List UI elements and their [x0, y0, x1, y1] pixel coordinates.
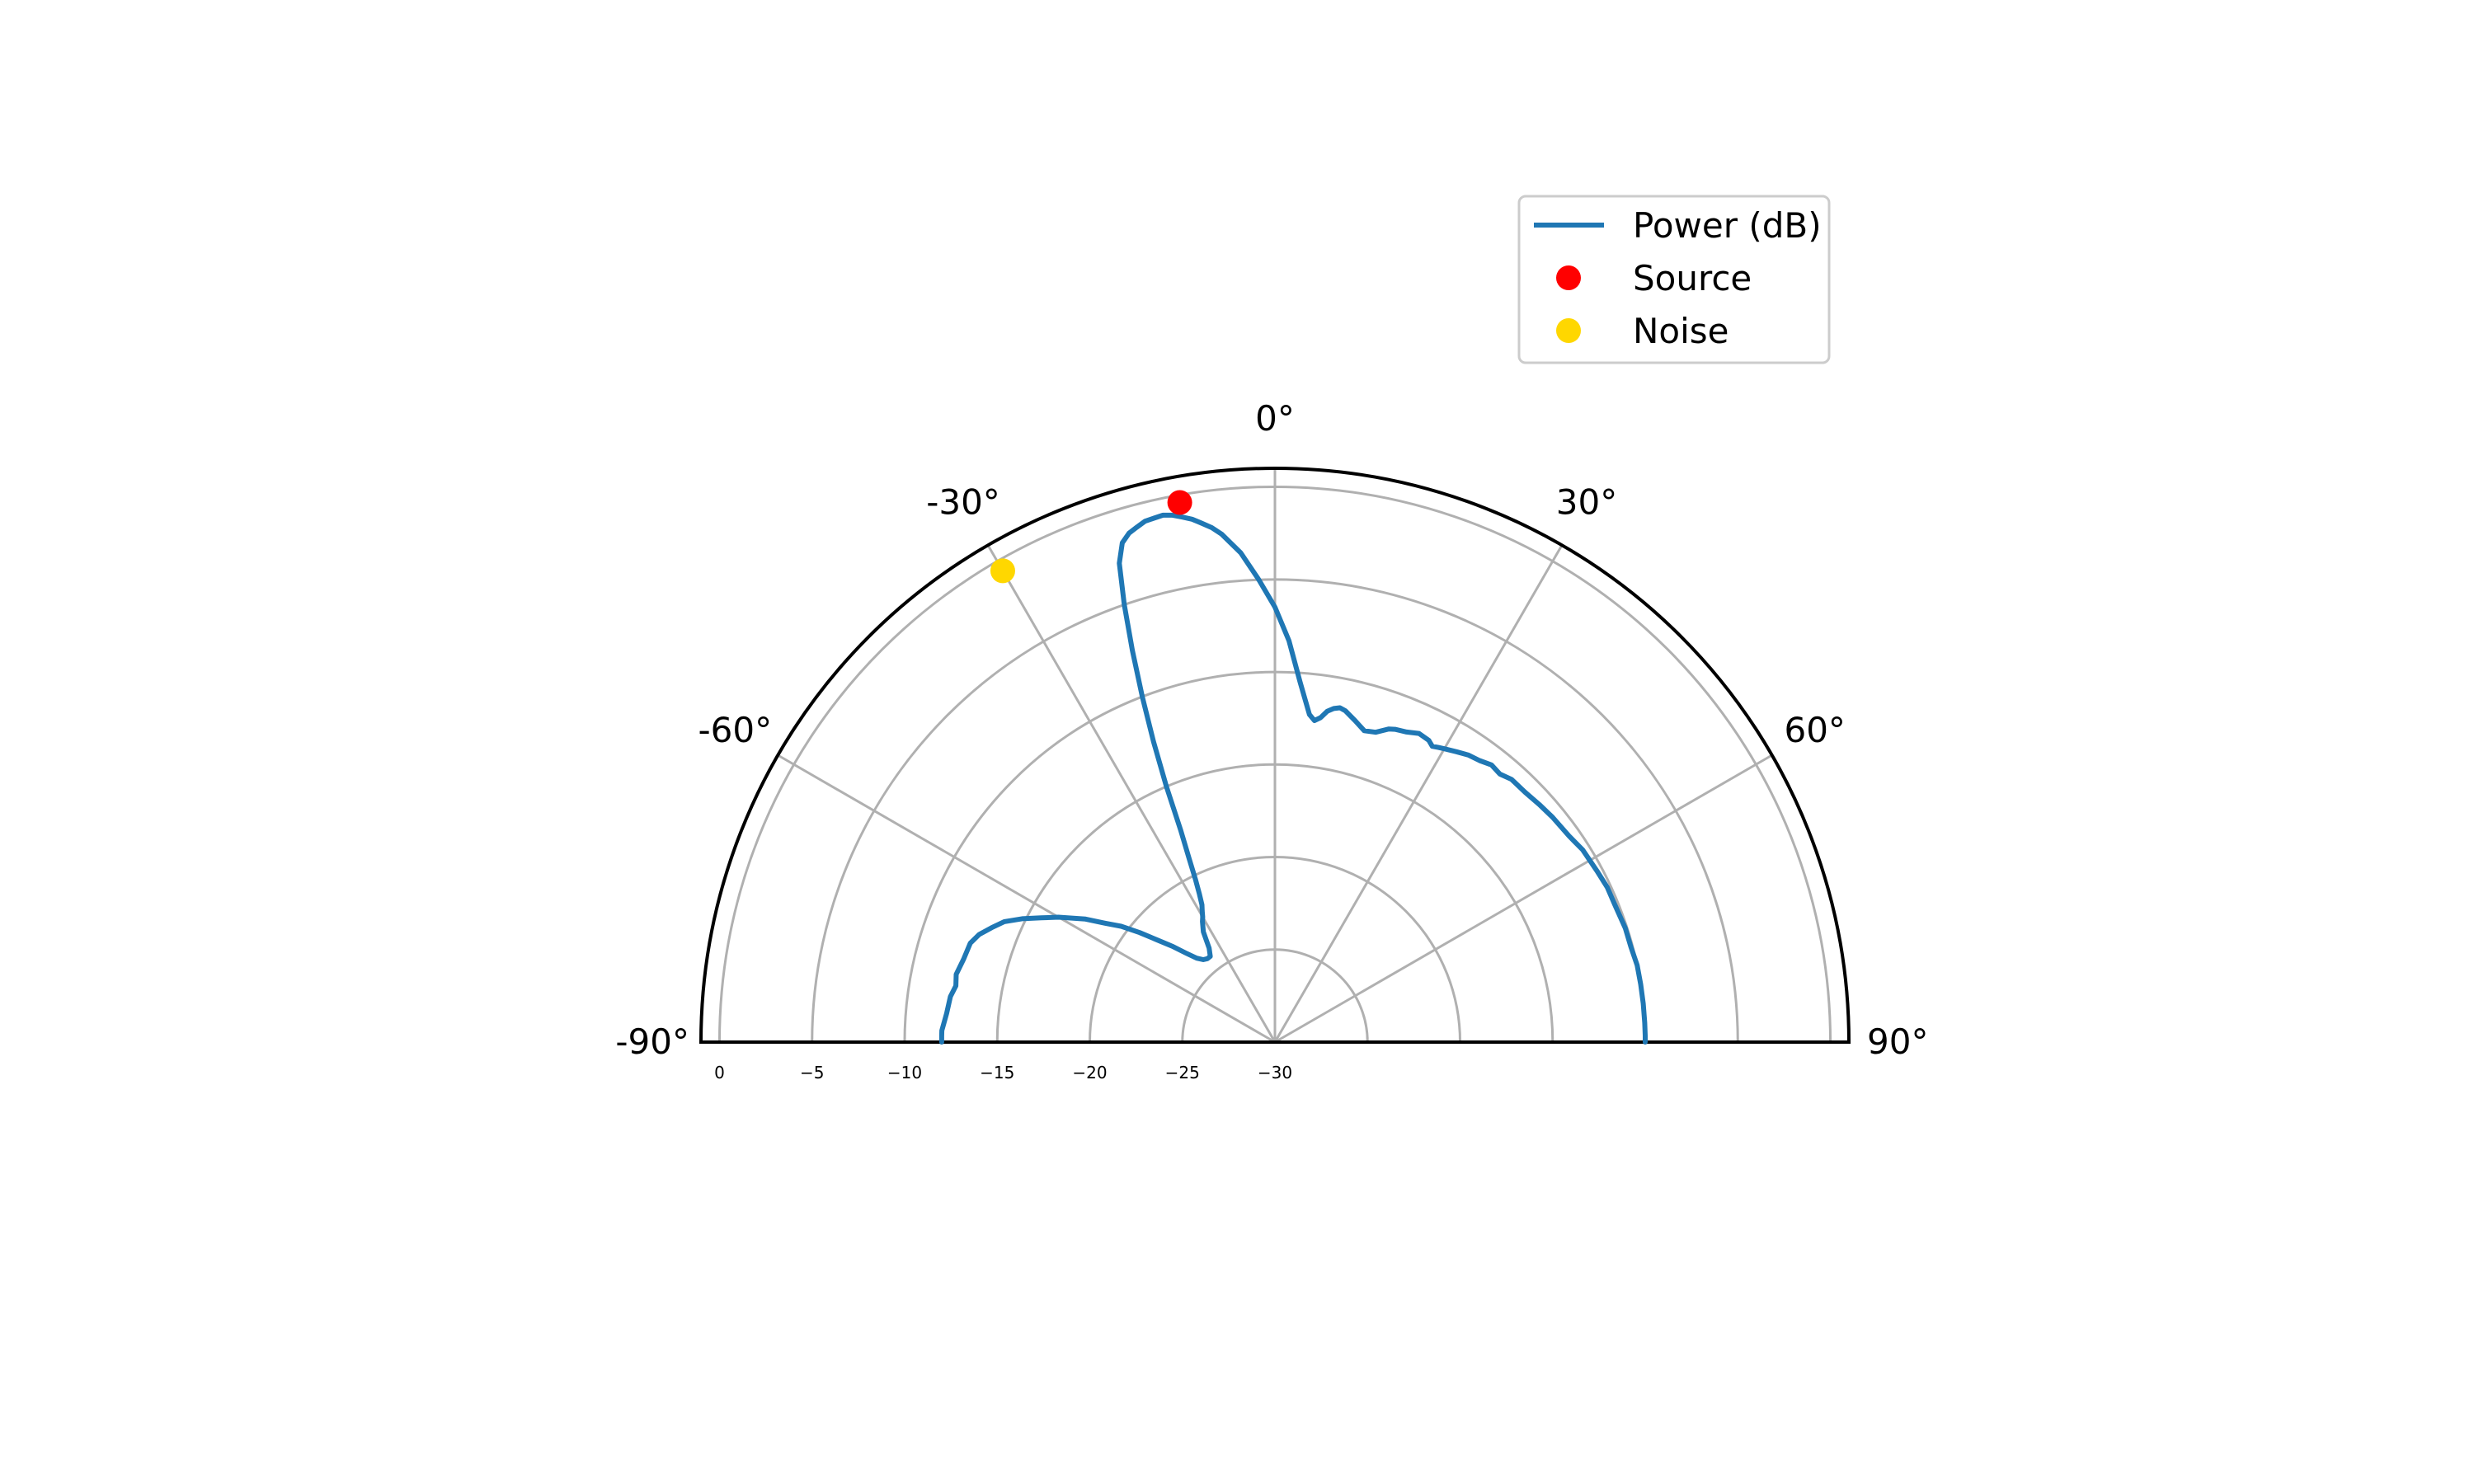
point-noise — [990, 558, 1015, 584]
theta-tick-label-1: -60° — [698, 710, 772, 750]
point-source — [1167, 490, 1192, 515]
theta-tick-label-4: 30° — [1556, 481, 1617, 522]
legend-label-power: Power (dB) — [1633, 205, 1822, 246]
r-tick-label-5: −25 — [1165, 1063, 1200, 1082]
r-tick-label-6: −30 — [1258, 1063, 1292, 1082]
theta-tick-label-3: 0° — [1255, 398, 1295, 439]
legend-label-source: Source — [1633, 258, 1752, 298]
theta-tick-label-5: 60° — [1784, 710, 1845, 750]
theta-tick-label-0: -90° — [615, 1021, 689, 1062]
polar-frame — [698, 467, 1851, 1044]
theta-tick-label-2: -30° — [926, 481, 1000, 522]
legend-swatch-noise — [1556, 318, 1581, 343]
data-layer — [938, 490, 1648, 1045]
r-tick-label-0: 0 — [714, 1063, 725, 1082]
grid-spoke-4 — [1273, 544, 1564, 1043]
legend-swatch-source — [1556, 265, 1581, 290]
polar-grid — [717, 468, 1832, 1044]
tick-labels: -90° -60° -30° 0° 30° 60° 90° 0 −5 −10 −15 −20 −25 −3… — [615, 398, 1928, 1082]
grid-spoke-2 — [986, 544, 1277, 1043]
r-tick-label-4: −20 — [1072, 1063, 1107, 1082]
grid-spoke-1 — [777, 754, 1276, 1044]
legend: Power (dB) Source Noise — [1517, 195, 1831, 364]
r-tick-label-3: −15 — [980, 1063, 1014, 1082]
legend-label-noise: Noise — [1633, 311, 1729, 351]
frame-outline — [698, 467, 1851, 1044]
r-tick-label-1: −5 — [800, 1063, 824, 1082]
series-line-power — [938, 512, 1648, 1045]
r-tick-label-2: −10 — [887, 1063, 922, 1082]
theta-tick-label-6: 90° — [1867, 1021, 1928, 1062]
grid-spoke-5 — [1274, 754, 1773, 1044]
legend-box — [1517, 195, 1831, 364]
